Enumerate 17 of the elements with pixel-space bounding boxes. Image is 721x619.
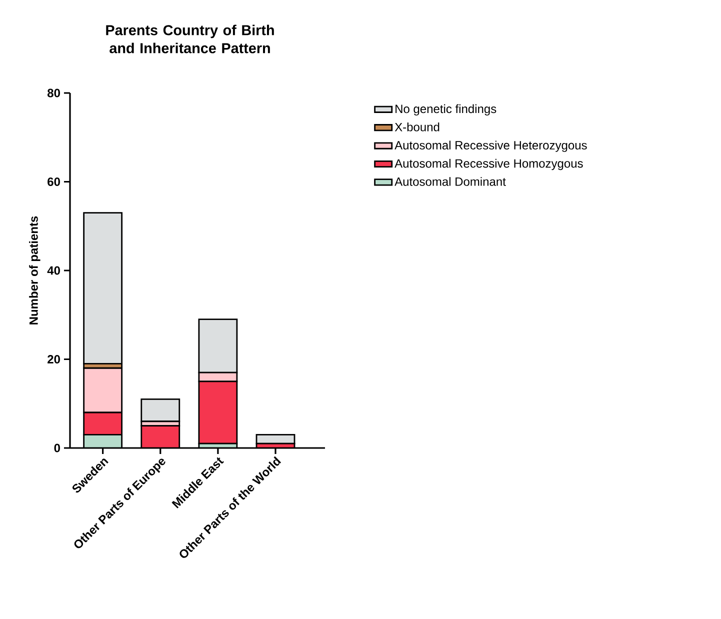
legend-label: Autosomal Recessive Homozygous — [394, 158, 583, 170]
bar — [198, 380, 238, 444]
y-axis-title: Number of patients — [29, 216, 40, 324]
legend-label: No genetic findings — [396, 104, 496, 116]
y-tick-label: 20 — [48, 355, 60, 364]
y-tick-label: 40 — [47, 266, 60, 275]
bar — [141, 426, 180, 448]
bar — [140, 398, 180, 422]
legend-label: Autosomal Recessive Heterozygous — [394, 140, 587, 152]
y-tick-label: 60 — [48, 178, 60, 186]
y-tick-label: 0 — [54, 444, 60, 452]
legend-label: X-bound — [394, 122, 440, 132]
y-tick-label: 80 — [48, 88, 60, 98]
legend-label: Autosomal Dominant — [394, 177, 506, 186]
bar — [83, 412, 123, 436]
bar — [83, 212, 123, 364]
chart-title: Parents Country of Birth and Inheritance Pattern — [106, 24, 274, 54]
